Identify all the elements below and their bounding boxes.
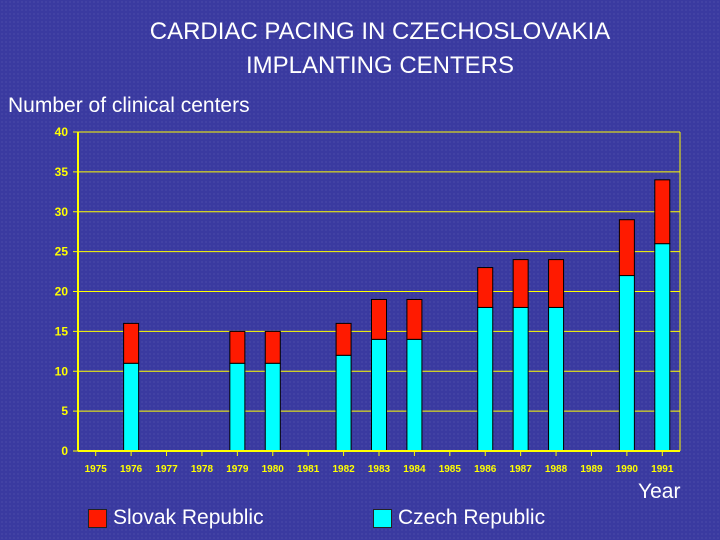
bar-czech [512,306,529,452]
x-axis-label: Year [638,480,681,503]
y-tick-label: 5 [61,404,68,418]
y-tick-label: 15 [55,324,69,338]
legend-item-czech: Czech Republic [373,506,545,530]
y-tick-label: 0 [61,444,68,458]
legend-swatch-czech [373,508,392,528]
bar-czech [654,243,671,452]
bar-czech [229,362,246,452]
bar-slovak [618,219,635,277]
y-tick-label: 30 [55,205,69,219]
bar-slovak [654,179,671,245]
bar-slovak [406,298,423,340]
bar-czech [406,338,423,452]
y-axis-label: Number of clinical centers [8,94,250,117]
bar-slovak [264,330,281,364]
bar-slovak [229,330,246,364]
x-tick-label: 1989 [580,464,603,475]
x-tick-label: 1984 [403,464,426,475]
x-tick-label: 1988 [545,464,568,475]
legend-label-czech: Czech Republic [398,506,546,529]
bar-slovak [477,267,494,308]
bar-slovak [335,322,352,356]
x-tick-label: 1990 [616,464,639,475]
bar-czech [618,275,635,452]
bar-czech [264,362,281,452]
x-tick-label: 1980 [262,464,285,475]
legend-label-slovak: Slovak Republic [113,506,264,529]
x-tick-label: 1977 [155,464,178,475]
legend-swatch-slovak [88,508,107,528]
x-tick-label: 1985 [439,464,462,475]
x-tick-label: 1978 [191,464,214,475]
bar-czech [335,354,352,452]
bar-slovak [371,298,387,340]
x-tick-label: 1981 [297,464,320,475]
y-tick-label: 10 [55,364,69,378]
legend-item-slovak: Slovak Republic [88,506,264,530]
x-tick-label: 1982 [332,464,355,475]
bar-czech [477,306,494,452]
bar-slovak [548,259,565,308]
y-tick-label: 20 [55,285,69,299]
bar-czech [548,306,565,452]
x-tick-label: 1986 [474,464,497,475]
x-tick-label: 1987 [510,464,533,475]
x-tick-label: 1983 [368,464,391,475]
x-tick-label: 1991 [651,464,674,475]
bar-czech [371,338,387,452]
chart-title: CARDIAC PACING IN CZECHOSLOVAKIA [149,18,611,45]
y-tick-label: 25 [55,245,69,259]
y-tick-label: 35 [55,165,69,179]
bar-slovak [123,322,140,364]
chart-subtitle: IMPLANTING CENTERS [245,52,515,79]
bar-slovak [512,259,529,308]
y-tick-label: 40 [55,125,69,139]
x-tick-label: 1979 [226,464,249,475]
bar-czech [123,362,140,452]
x-tick-label: 1975 [85,464,108,475]
x-tick-label: 1976 [120,464,143,475]
